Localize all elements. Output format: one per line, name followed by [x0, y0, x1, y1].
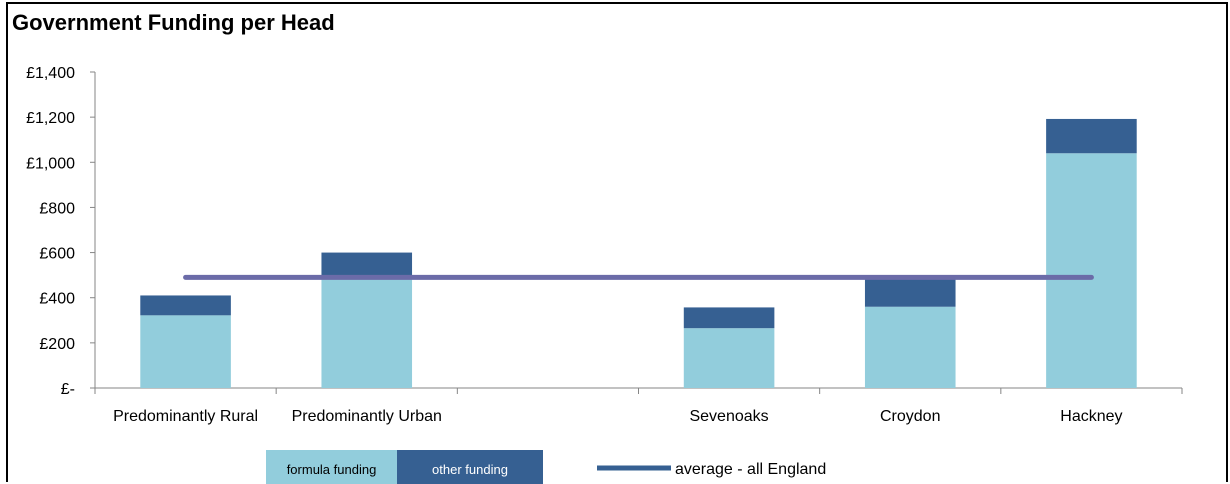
x-axis: Predominantly Rural Predominantly Urban Se…: [94, 387, 1183, 425]
chart-title: Government Funding per Head: [12, 10, 335, 35]
bar-formula-funding: [864, 306, 956, 388]
legend-other-funding-swatch: [397, 450, 543, 484]
bar-formula-funding: [140, 315, 231, 388]
bar-formula-funding: [1046, 153, 1137, 388]
y-tick-label: £200: [39, 336, 75, 353]
x-tick-label: Predominantly Urban: [292, 408, 442, 425]
bar-other-funding: [321, 252, 413, 279]
y-tick-label: £800: [39, 200, 75, 217]
legend: formula funding other funding average - al…: [266, 450, 826, 484]
y-tick-label: £1,000: [26, 155, 75, 172]
x-tick-label: Predominantly Rural: [113, 408, 258, 425]
x-tick-label: Hackney: [1060, 408, 1122, 425]
bar-formula-funding: [321, 278, 413, 388]
y-axis: £- £200 £400 £600 £800 £1,000 £1,200 £1,400: [26, 65, 96, 398]
y-tick-label: £1,200: [26, 110, 75, 127]
chart-frame: [6, 2, 1228, 482]
legend-formula-funding-label: formula funding: [287, 462, 377, 477]
bars: [140, 118, 1137, 388]
bar-other-funding: [864, 277, 956, 307]
y-tick-label: £600: [39, 246, 75, 263]
y-tick-label: £-: [61, 381, 75, 398]
x-tick-label: Croydon: [880, 408, 940, 425]
bar-other-funding: [1046, 118, 1137, 154]
x-tick-label: Sevenoaks: [689, 408, 768, 425]
y-tick-label: £1,400: [26, 65, 75, 82]
bar-other-funding: [140, 295, 231, 316]
bar-other-funding: [683, 307, 775, 329]
legend-reference-line-label: average - all England: [675, 461, 826, 478]
bar-formula-funding: [683, 328, 775, 388]
y-tick-label: £400: [39, 291, 75, 308]
legend-formula-funding-swatch: [266, 450, 397, 484]
legend-other-funding-label: other funding: [432, 462, 508, 477]
